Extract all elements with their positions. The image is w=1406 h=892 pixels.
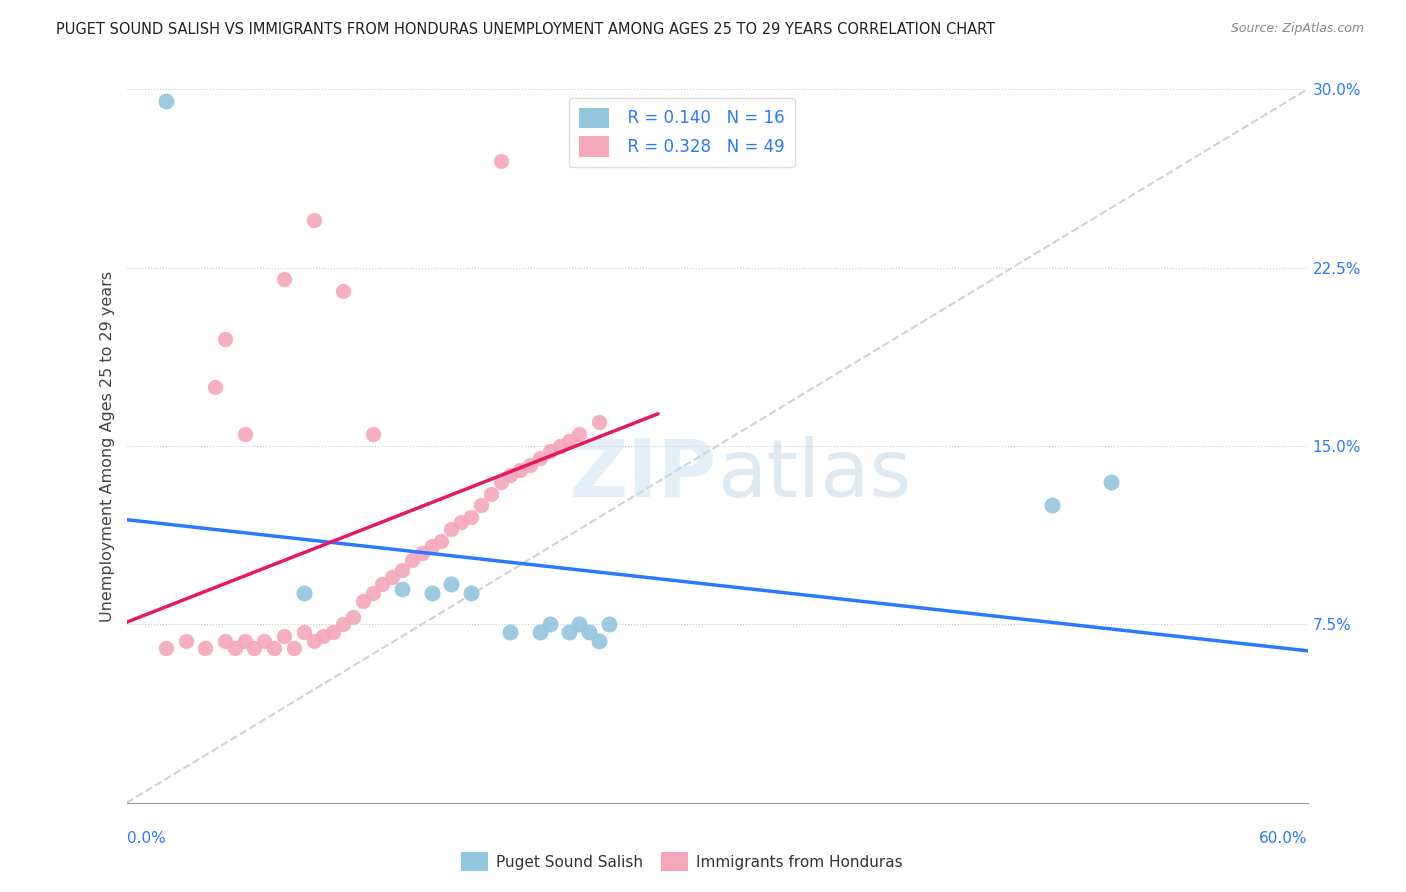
Point [302,634,325,648]
Point [578,624,600,639]
Point [460,510,482,524]
Point [519,458,541,472]
Text: PUGET SOUND SALISH VS IMMIGRANTS FROM HONDURAS UNEMPLOYMENT AMONG AGES 25 TO 29 : PUGET SOUND SALISH VS IMMIGRANTS FROM HO… [56,22,995,37]
Point [470,499,492,513]
Point [558,624,581,639]
Point [509,463,531,477]
Point [420,539,443,553]
Point [204,379,226,393]
Point [322,624,344,639]
Point [499,467,522,482]
Text: Source: ZipAtlas.com: Source: ZipAtlas.com [1230,22,1364,36]
Point [548,439,571,453]
Legend: Puget Sound Salish, Immigrants from Honduras: Puget Sound Salish, Immigrants from Hond… [454,847,908,877]
Point [302,213,325,227]
Point [233,634,256,648]
Point [450,515,472,529]
Point [479,486,502,500]
Point [1099,475,1122,489]
Point [568,617,591,632]
Text: 60.0%: 60.0% [1260,831,1308,846]
Point [361,586,384,600]
Point [155,641,177,656]
Point [243,641,266,656]
Point [332,617,354,632]
Point [371,577,394,591]
Point [401,553,423,567]
Point [292,624,315,639]
Point [1040,499,1063,513]
Point [568,427,591,442]
Point [489,153,512,168]
Point [381,570,404,584]
Point [283,641,305,656]
Point [391,582,413,596]
Point [529,450,551,465]
Text: 0.0%: 0.0% [127,831,166,846]
Point [352,593,374,607]
Point [489,475,512,489]
Point [430,534,453,549]
Point [233,427,256,442]
Point [155,94,177,108]
Y-axis label: Unemployment Among Ages 25 to 29 years: Unemployment Among Ages 25 to 29 years [100,270,115,622]
Point [440,577,463,591]
Text: ZIP: ZIP [569,435,717,514]
Text: atlas: atlas [717,435,911,514]
Point [273,272,295,286]
Point [558,434,581,449]
Point [214,634,236,648]
Point [538,443,561,458]
Point [342,610,364,624]
Point [420,586,443,600]
Point [263,641,285,656]
Point [214,332,236,346]
Point [174,634,197,648]
Point [460,586,482,600]
Point [273,629,295,643]
Point [538,617,561,632]
Point [588,415,610,429]
Point [529,624,551,639]
Point [411,546,433,560]
Point [391,563,413,577]
Point [312,629,335,643]
Point [194,641,217,656]
Point [440,522,463,536]
Point [332,285,354,299]
Point [588,634,610,648]
Point [292,586,315,600]
Point [361,427,384,442]
Point [499,624,522,639]
Point [224,641,246,656]
Point [253,634,276,648]
Point [598,617,620,632]
